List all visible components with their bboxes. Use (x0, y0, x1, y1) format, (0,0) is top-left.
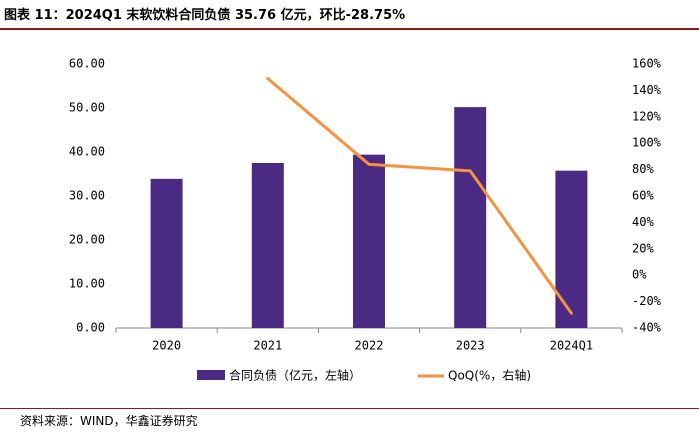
right-axis-tick-label: 100% (632, 136, 662, 150)
right-axis-tick-label: 60% (632, 189, 654, 203)
chart: 0.00 10.00 20.00 30.00 40.00 50.00 60.00 -40% -2… (69, 57, 662, 383)
title-rule (0, 28, 699, 30)
x-axis-tick-label: 2023 (456, 339, 485, 353)
qoq-line (266, 77, 573, 315)
left-axis-tick-label: 10.00 (69, 277, 105, 291)
right-axis-tick-label: 40% (632, 215, 654, 229)
left-axis-tick-label: 0.00 (76, 321, 105, 335)
legend-label-line: QoQ(%，右轴) (448, 368, 531, 383)
left-axis-tick-label: 20.00 (69, 233, 105, 247)
bar (353, 154, 385, 328)
left-axis-tick-label: 40.00 (69, 145, 105, 159)
x-axis-tick-label: 2022 (355, 339, 384, 353)
right-axis-tick-label: 0% (632, 268, 647, 282)
left-axis-tick-label: 60.00 (69, 57, 105, 71)
right-axis-tick-label: 140% (632, 83, 662, 97)
bar (150, 178, 183, 328)
source-rule (0, 408, 699, 409)
bar (251, 163, 284, 328)
legend-label-bar: 合同负债（亿元，左轴） (229, 368, 361, 383)
bar (454, 107, 487, 329)
source-note: 资料来源：WIND，华鑫证券研究 (20, 414, 198, 428)
right-axis-tick-label: 120% (632, 109, 662, 123)
x-axis-tick-label: 2021 (253, 339, 282, 353)
left-axis-tick-label: 30.00 (69, 189, 105, 203)
bar (555, 170, 588, 328)
right-axis-tick-label: 20% (632, 241, 654, 255)
x-axis-tick-label: 2020 (152, 339, 181, 353)
left-axis-tick-label: 50.00 (69, 101, 105, 115)
right-axis-tick-label: 160% (632, 57, 662, 71)
right-axis-tick-label: -40% (632, 321, 662, 335)
right-axis-tick-label: -20% (632, 294, 662, 308)
x-axis-tick-label: 2024Q1 (550, 339, 593, 353)
legend-swatch-bar (197, 370, 225, 380)
chart-title: 图表 11：2024Q1 末软饮料合同负债 35.76 亿元，环比-28.75% (4, 8, 406, 23)
right-axis-tick-label: 80% (632, 162, 654, 176)
